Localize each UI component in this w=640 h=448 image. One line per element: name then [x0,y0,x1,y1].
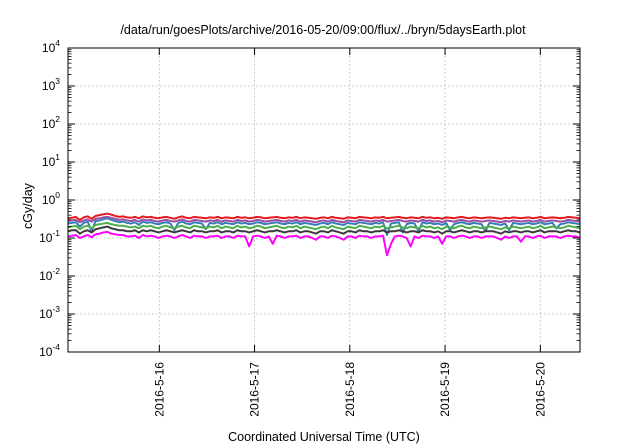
y-tick-label: 10-1 [39,228,60,245]
x-tick-label: 2016-5-17 [248,362,262,417]
series-line-6 [67,230,581,257]
y-tick-label: 104 [42,38,60,55]
series-line-5 [67,225,581,235]
y-axis-label: cGy/day [21,182,35,229]
x-tick-label: 2016-5-18 [343,362,357,417]
y-tick-label: 10-4 [39,342,60,359]
y-tick-label: 103 [42,76,60,93]
y-tick-label: 101 [42,152,60,169]
y-tick-label: 100 [42,190,60,207]
chart-title: /data/run/goesPlots/archive/2016-05-20/0… [120,23,526,37]
series-line-4 [67,221,581,231]
y-tick-label: 102 [42,114,60,131]
x-tick-label: 2016-5-19 [438,362,452,417]
plot-series [67,212,581,257]
series-line-3 [67,217,581,236]
y-tick-label: 10-2 [39,266,60,283]
series-line-2 [67,215,581,224]
grid [68,48,580,352]
x-axis-label: Coordinated Universal Time (UTC) [228,430,420,444]
x-tick-label: 2016-5-16 [152,362,166,417]
y-tick-label: 10-3 [39,304,60,321]
x-axis: 2016-5-16 2016-5-17 2016-5-18 2016-5-19 2016… [152,48,547,417]
x-tick-label: 2016-5-20 [533,362,547,417]
series-line-1 [67,212,581,221]
